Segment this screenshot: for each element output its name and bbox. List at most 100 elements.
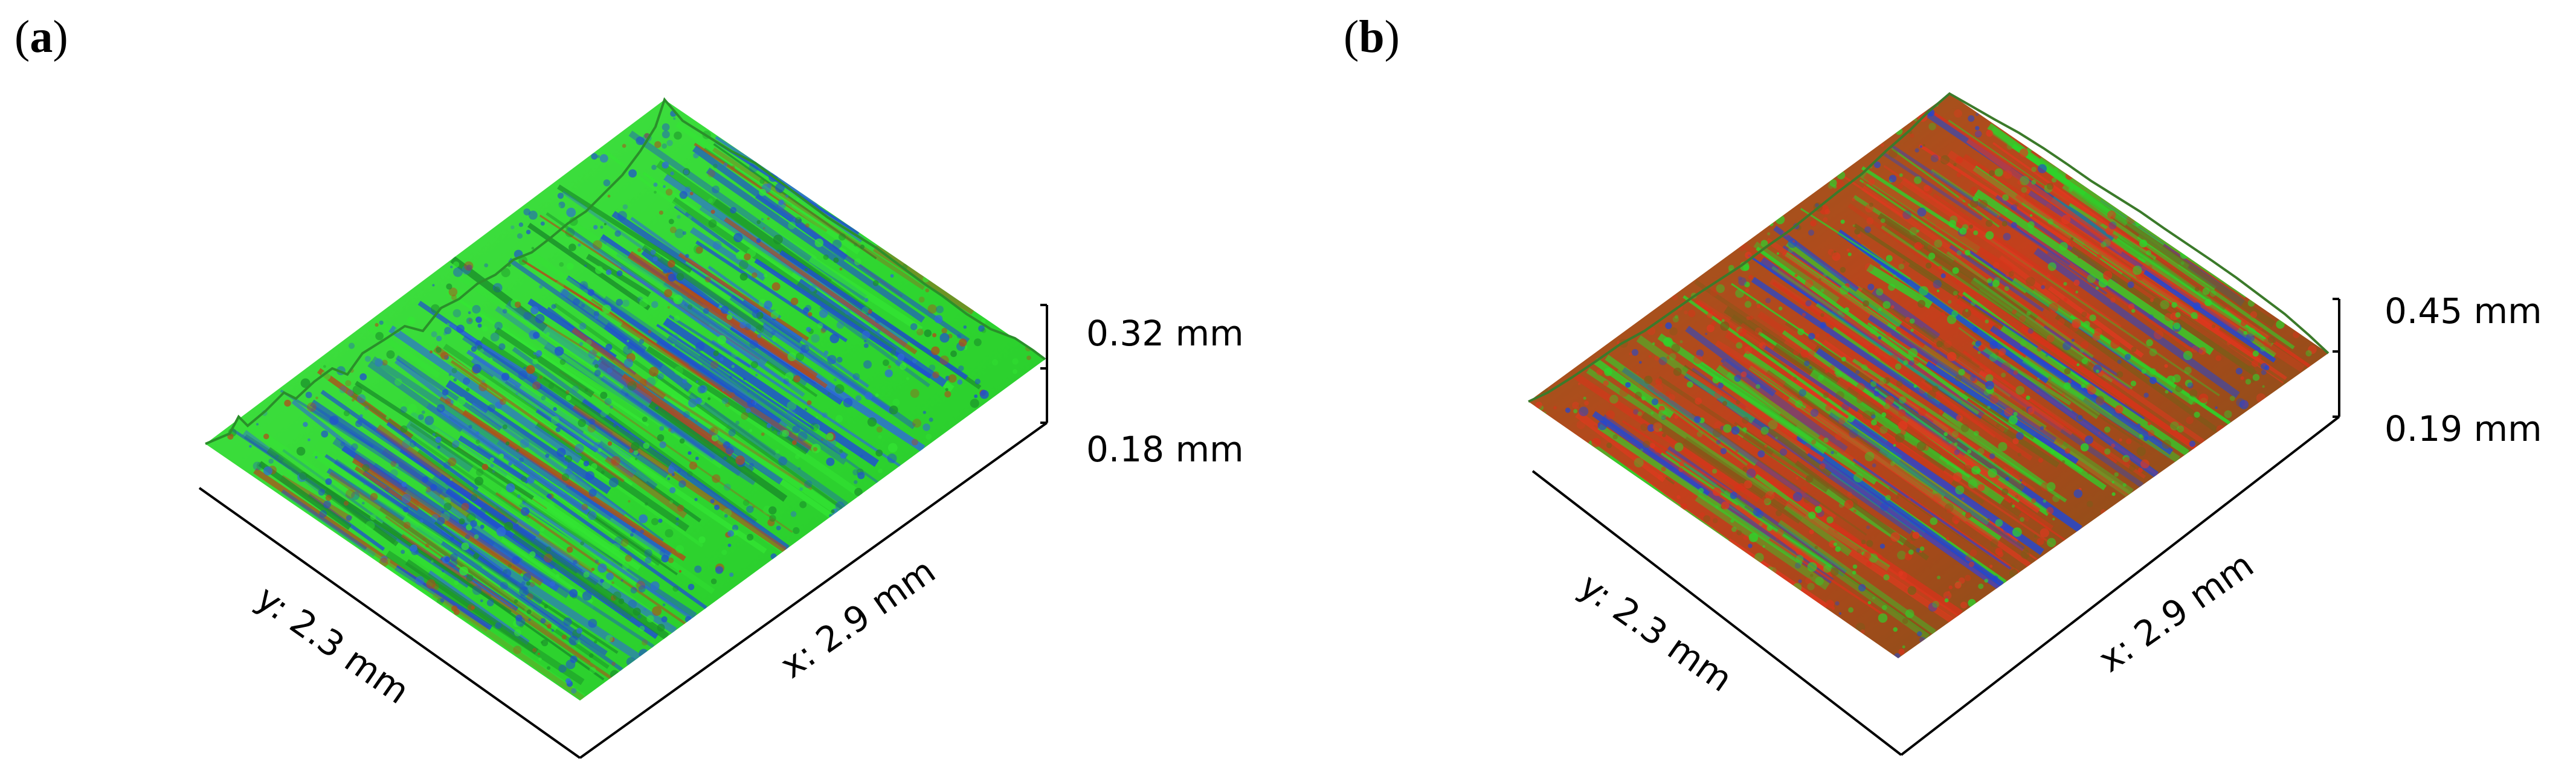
surface-speckle [900, 362, 907, 370]
surface-speckle [1826, 333, 1830, 338]
surface-speckle [1744, 281, 1750, 287]
surface-speckle [1871, 419, 1877, 426]
surface-streak [1974, 189, 2214, 355]
surface-speckle [854, 243, 858, 247]
surface-speckle [378, 512, 384, 518]
surface-speckle [1814, 545, 1818, 550]
surface-speckle [1680, 503, 1687, 510]
surface-speckle [2128, 464, 2136, 472]
surface-speckle [489, 358, 493, 362]
surface-speckle [1856, 383, 1865, 392]
surface-speckle [519, 586, 529, 597]
surface-speckle [794, 217, 802, 224]
surface-speckle [2037, 389, 2040, 392]
surface-speckle [1852, 570, 1856, 575]
surface-speckle [1742, 466, 1748, 472]
surface-speckle [1820, 289, 1824, 292]
surface-speckle [1579, 406, 1589, 417]
surface-streak [2033, 248, 2240, 399]
surface-speckle [399, 479, 402, 483]
surface-speckle [451, 368, 457, 374]
surface-speckle [1762, 495, 1771, 504]
surface-speckle [771, 330, 776, 335]
surface-speckle [835, 501, 845, 511]
surface-speckle [1914, 118, 1918, 121]
surface-speckle [1672, 294, 1678, 301]
surface-streak [324, 489, 399, 547]
surface-speckle [532, 359, 538, 365]
surface-streak [1884, 414, 2066, 541]
surface-speckle [668, 467, 675, 474]
surface-streak [646, 345, 809, 455]
surface-speckle [579, 281, 588, 290]
surface-speckle [515, 614, 523, 622]
surface-speckle [587, 289, 594, 296]
surface-speckle [513, 646, 522, 654]
surface-speckle [1992, 324, 1999, 331]
surface-speckle [452, 309, 462, 318]
surface-speckle [759, 178, 765, 184]
surface-speckle [1909, 360, 1914, 366]
surface-streak [656, 324, 815, 431]
surface-speckle [929, 417, 933, 422]
surface-streak [532, 333, 723, 469]
surface-speckle [860, 244, 865, 249]
surface-speckle [572, 385, 579, 393]
surface-streak [371, 356, 614, 521]
surface-speckle [2171, 302, 2177, 308]
surface-streak [796, 278, 947, 387]
surface-speckle [1637, 411, 1643, 416]
surface-speckle [1878, 613, 1888, 623]
surface-speckle [2114, 472, 2119, 477]
surface-speckle [2087, 472, 2090, 475]
surface-speckle [1945, 437, 1951, 443]
surface-streak [501, 537, 594, 604]
surface-speckle [557, 193, 564, 199]
surface-streak [604, 455, 687, 519]
surface-speckle [400, 406, 407, 413]
surface-speckle [1826, 516, 1834, 524]
surface-streak [779, 250, 968, 380]
surface-speckle [501, 373, 510, 381]
surface-speckle [1583, 396, 1586, 400]
surface-speckle [593, 225, 598, 229]
surface-speckle [528, 618, 531, 621]
surface-speckle [2089, 314, 2096, 321]
surface-speckle [664, 289, 672, 298]
surface-speckle [1760, 426, 1769, 435]
surface-streak [678, 252, 810, 341]
surface-speckle [448, 373, 451, 376]
surface-speckle [2012, 527, 2022, 537]
surface-speckle [2037, 377, 2040, 380]
surface-speckle [1954, 109, 1962, 118]
surface-speckle [2135, 220, 2142, 226]
surface-speckle [626, 657, 636, 667]
surface-speckle [1840, 285, 1849, 295]
surface-speckle [1861, 539, 1866, 545]
surface-speckle [794, 454, 800, 460]
surface-speckle [2052, 518, 2055, 521]
surface-speckle [573, 524, 579, 530]
surface-speckle [756, 309, 759, 312]
surface-speckle [659, 441, 666, 449]
surface-speckle [698, 536, 706, 544]
surface-speckle [2143, 393, 2149, 398]
surface-streak [495, 306, 559, 354]
surface-speckle [1964, 201, 1969, 206]
surface-speckle [1815, 333, 1820, 338]
surface-speckle [1880, 143, 1884, 147]
panel-b-x-axis-label: x: 2.9 mm [2091, 544, 2261, 680]
surface-speckle [605, 344, 613, 351]
surface-speckle [1931, 154, 1939, 162]
surface-speckle [2235, 368, 2243, 375]
surface-speckle [2004, 408, 2013, 417]
surface-speckle [403, 506, 409, 513]
surface-speckle [2139, 434, 2143, 438]
surface-speckle [2021, 187, 2027, 193]
surface-speckle [1846, 248, 1850, 252]
surface-speckle [541, 554, 545, 558]
surface-speckle [1740, 371, 1747, 377]
surface-speckle [340, 441, 345, 447]
surface-speckle [606, 269, 612, 275]
surface-speckle [1968, 479, 1977, 489]
